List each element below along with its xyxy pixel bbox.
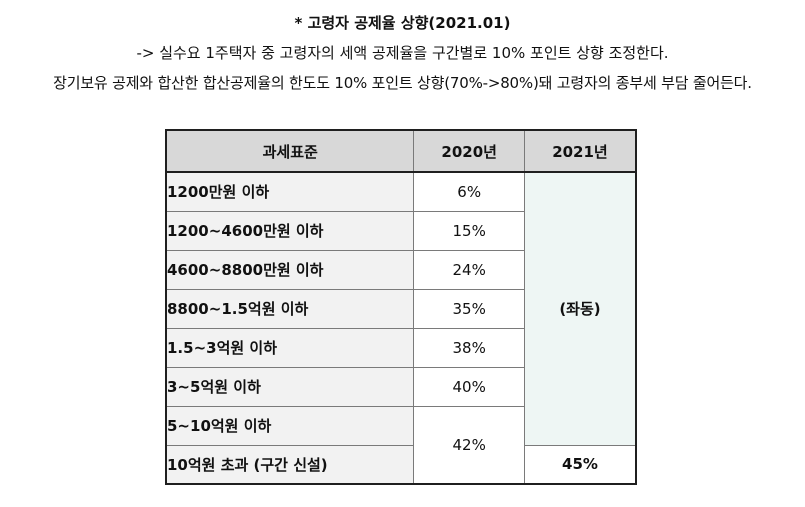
- rate-2020: 35%: [413, 288, 525, 329]
- tax-rate-table: 과세표준 2020년 2021년 1200만원 이하 6% (좌동) 1200~…: [165, 129, 637, 485]
- table-row: 1.5~3억원 이하 38%: [165, 327, 636, 368]
- bracket-label: 8800~1.5억원 이하: [165, 288, 415, 329]
- table-row: 5~10억원 이하 42%: [165, 405, 636, 485]
- table-row: 3~5억원 이하 40%: [165, 366, 636, 407]
- table-row: 8800~1.5억원 이하 35%: [165, 288, 636, 329]
- rate-2021-same-as-before: (좌동): [523, 171, 637, 446]
- page-title: * 고령자 공제율 상향(2021.01): [294, 14, 511, 32]
- table-header-row: 과세표준 2020년 2021년: [165, 129, 637, 173]
- bracket-label: 4600~8800만원 이하: [165, 249, 415, 290]
- bracket-label: 1200~4600만원 이하: [165, 210, 415, 251]
- bracket-label: 1200만원 이하: [165, 171, 415, 212]
- bracket-label: 1.5~3억원 이하: [165, 327, 415, 368]
- description-line-2: 장기보유 공제와 합산한 합산공제율의 한도도 10% 포인트 상향(70%->…: [53, 74, 752, 92]
- table-row: 1200만원 이하 6% (좌동): [165, 171, 637, 446]
- rate-2020: 42%: [413, 405, 525, 485]
- rate-2020: 40%: [413, 366, 525, 407]
- header-2021: 2021년: [523, 129, 637, 173]
- rate-2021-new-bracket: 45%: [523, 444, 637, 485]
- rate-2020: 24%: [413, 249, 525, 290]
- bracket-label: 10억원 초과 (구간 신설): [165, 444, 415, 485]
- rate-2020: 15%: [413, 210, 525, 251]
- rate-2020: 38%: [413, 327, 525, 368]
- table-row: 10억원 초과 (구간 신설) 45%: [165, 444, 637, 485]
- table-row: 1200~4600만원 이하 15%: [165, 210, 636, 251]
- bracket-label: 3~5억원 이하: [165, 366, 415, 407]
- bracket-label: 5~10억원 이하: [165, 405, 415, 446]
- rate-2020: 6%: [413, 171, 525, 212]
- header-tax-base: 과세표준: [165, 129, 415, 173]
- description-line-1: -> 실수요 1주택자 중 고령자의 세액 공제율을 구간별로 10% 포인트 …: [136, 44, 669, 62]
- header-2020: 2020년: [413, 129, 525, 173]
